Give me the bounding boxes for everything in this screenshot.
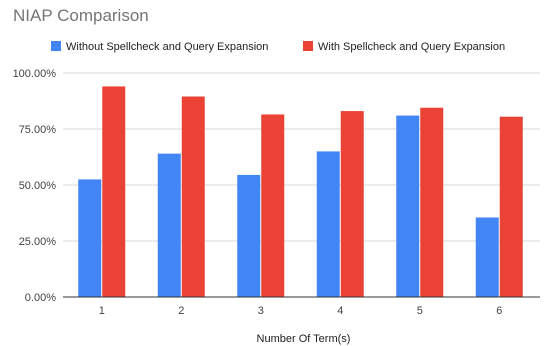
- y-axis: 0.00% 25.00% 50.00% 75.00% 100.00%: [13, 68, 57, 304]
- bar-series2-term-6: [499, 116, 523, 298]
- x-axis: 1 2 3 4 5 6: [63, 296, 540, 317]
- bar-series2-term-2: [181, 96, 205, 298]
- bar-series2-term-3: [261, 114, 285, 297]
- y-tick-label: 100.00%: [13, 68, 57, 80]
- x-axis-title: Number Of Term(s): [257, 333, 351, 345]
- bar-series2-term-4: [340, 111, 364, 297]
- legend-label-1: Without Spellcheck and Query Expansion: [66, 41, 268, 53]
- x-tick-label: 6: [496, 305, 502, 317]
- x-tick-label: 1: [99, 305, 105, 317]
- x-tick-label: 3: [258, 305, 264, 317]
- y-tick-label: 0.00%: [25, 292, 56, 304]
- bar-series1-term-1: [78, 179, 102, 297]
- gridlines: [63, 72, 540, 242]
- y-tick-label: 25.00%: [19, 236, 57, 248]
- x-tick-label: 2: [178, 305, 184, 317]
- legend-swatch-1: [51, 41, 61, 51]
- chart-legend: Without Spellcheck and Query Expansion Wi…: [51, 41, 505, 53]
- bar-series1-term-4: [316, 151, 340, 297]
- y-tick-label: 75.00%: [19, 124, 57, 136]
- bars: [78, 86, 523, 298]
- y-tick-label: 50.00%: [19, 180, 57, 192]
- bar-series1-term-6: [475, 217, 499, 297]
- x-tick-label: 4: [337, 305, 343, 317]
- legend-label-2: With Spellcheck and Query Expansion: [318, 41, 505, 53]
- bar-series2-term-1: [102, 86, 126, 297]
- bar-series1-term-3: [237, 174, 261, 297]
- bar-series1-term-2: [157, 153, 181, 297]
- legend-swatch-2: [303, 41, 313, 51]
- chart-title: NIAP Comparison: [13, 6, 149, 25]
- bar-series1-term-5: [396, 115, 420, 297]
- bar-series2-term-5: [420, 107, 444, 297]
- x-tick-label: 5: [417, 305, 423, 317]
